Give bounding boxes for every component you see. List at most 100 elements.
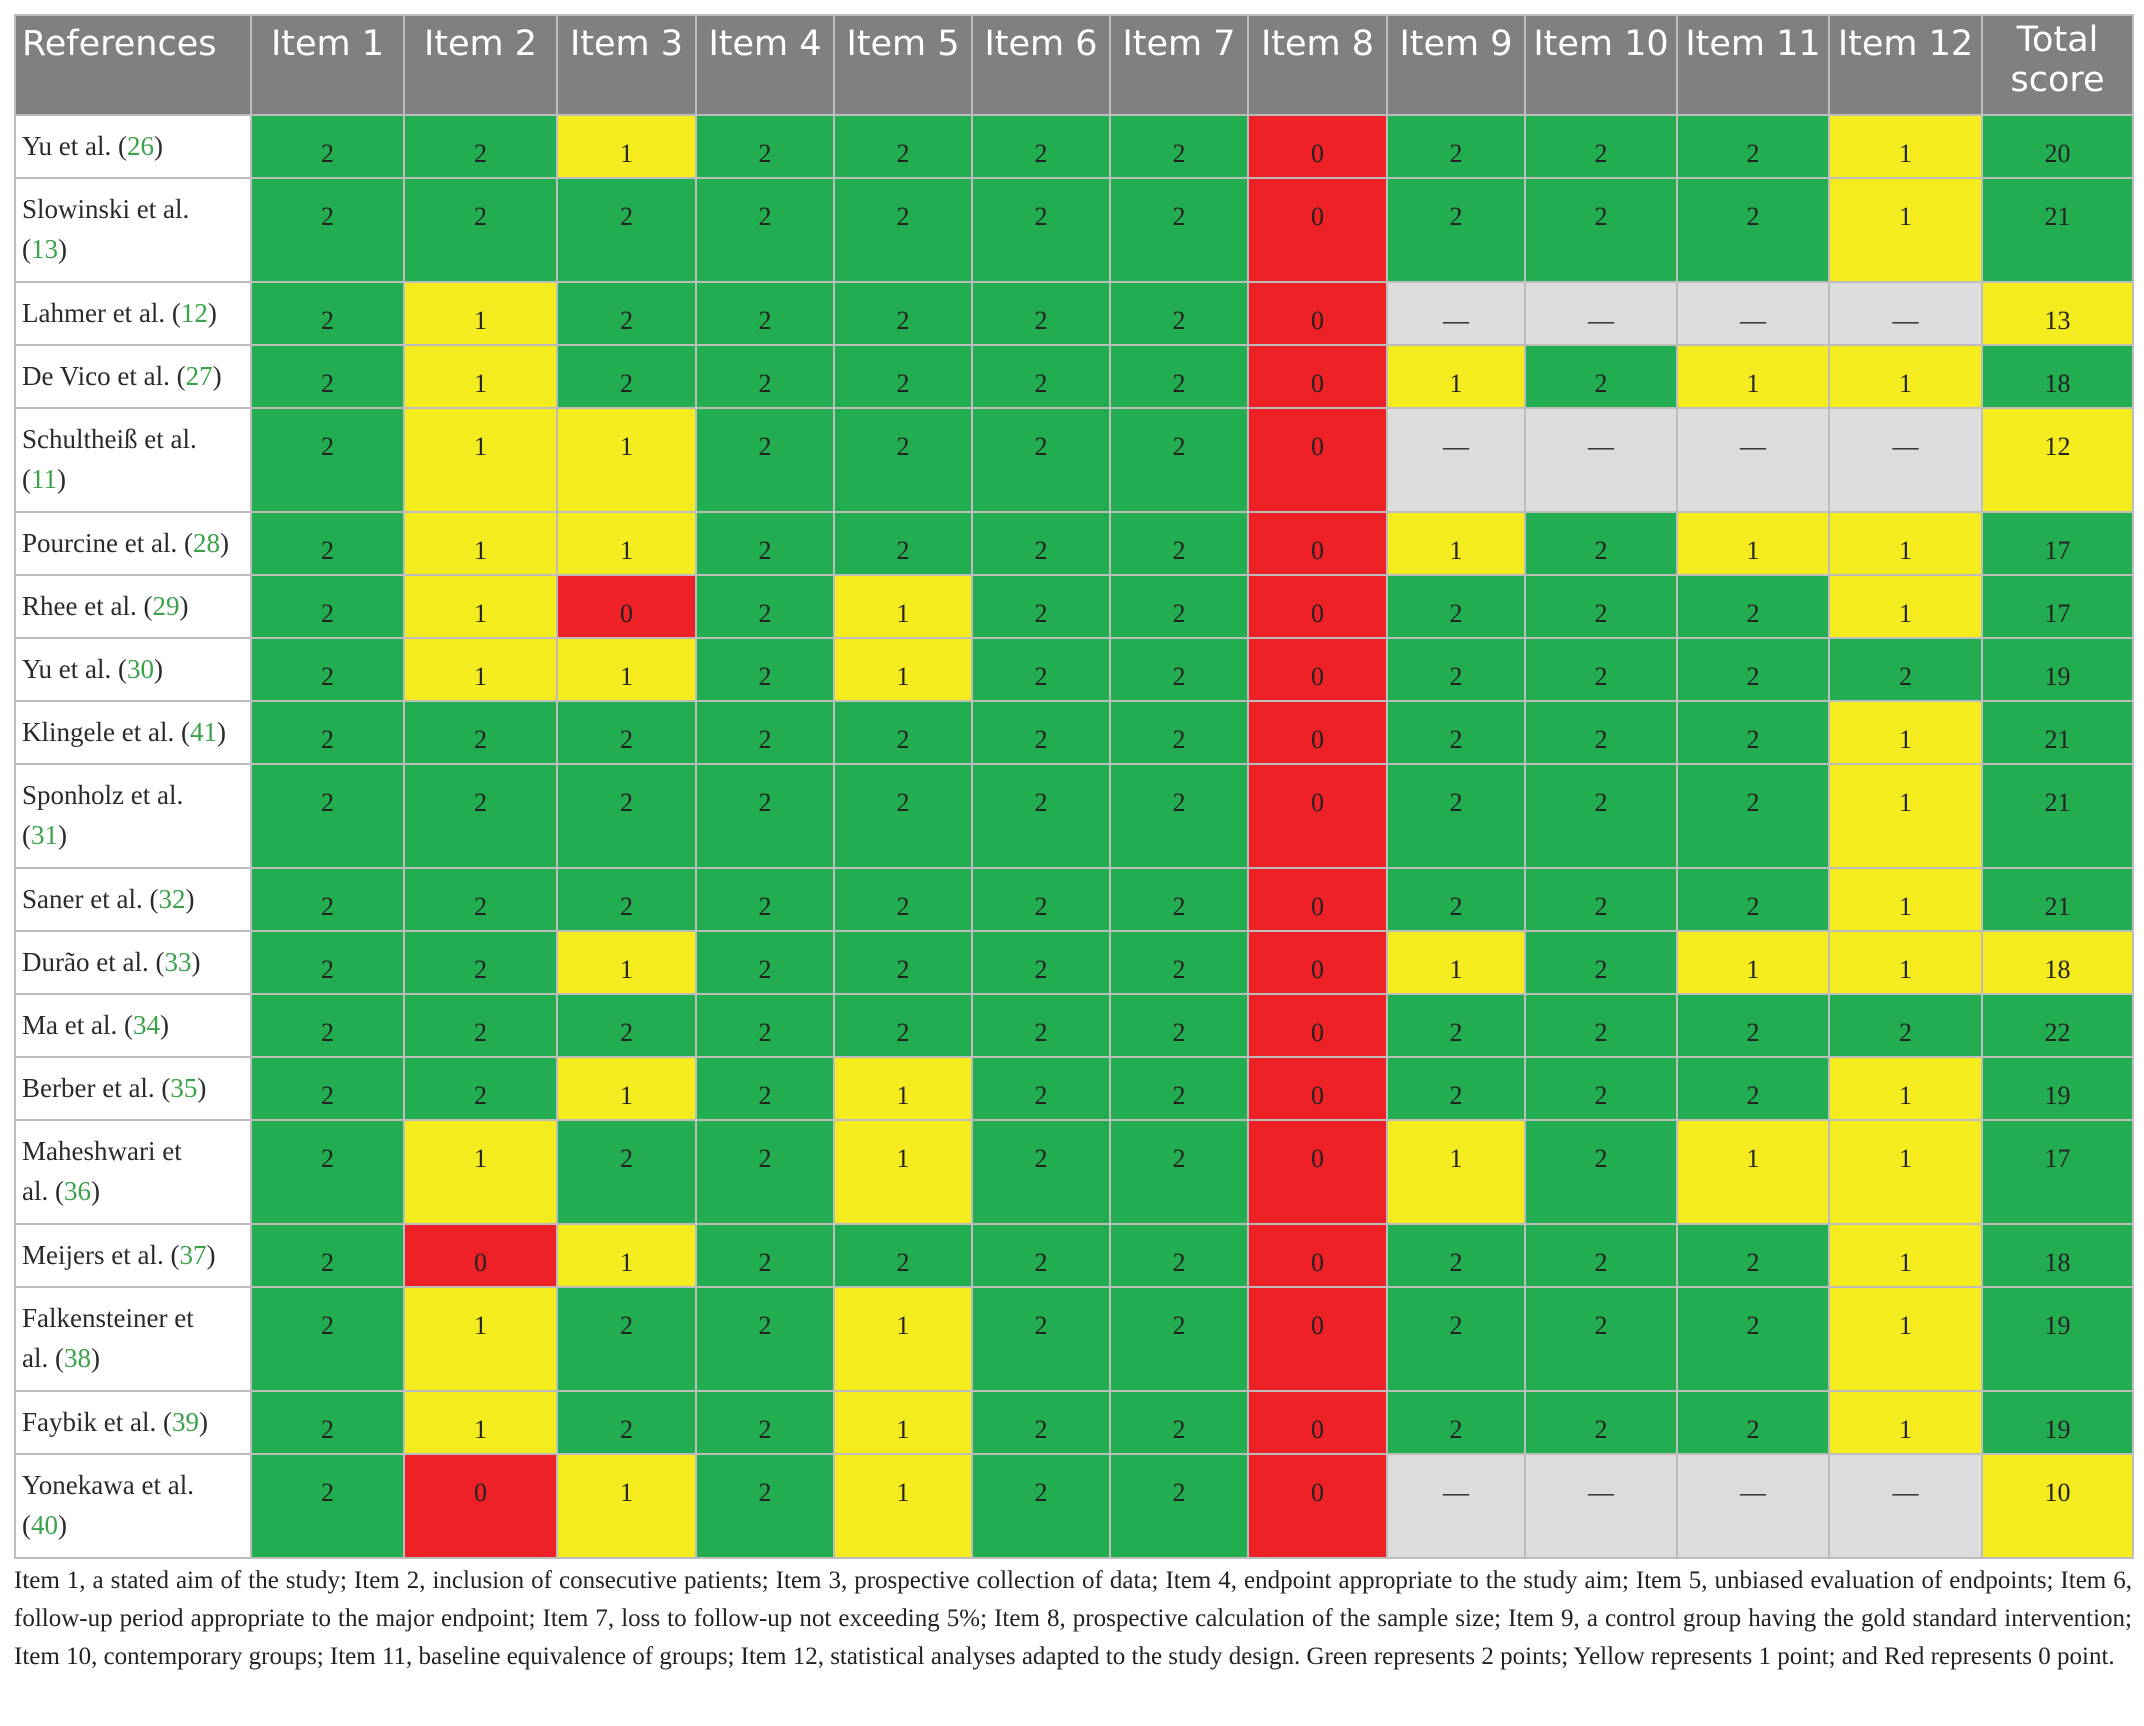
score-cell-item-7: 2 — [1109, 993, 1249, 1058]
citation-link[interactable]: 32 — [158, 884, 186, 914]
score-cell-item-8: 0 — [1247, 344, 1388, 409]
reference-text: Meijers et al. ( — [22, 1240, 180, 1270]
score-cell-item-9: 2 — [1386, 1223, 1526, 1288]
citation-link[interactable]: 31 — [31, 820, 58, 850]
score-cell-item-12: 1 — [1828, 867, 1983, 932]
reference-close: ) — [159, 1010, 169, 1040]
score-cell-item-6: 2 — [971, 177, 1111, 283]
score-cell-item-5: 2 — [833, 177, 973, 283]
column-header-references: References — [14, 14, 252, 116]
score-cell-item-1: 2 — [250, 1056, 405, 1121]
citation-link[interactable]: 40 — [31, 1510, 58, 1540]
citation-link[interactable]: 12 — [180, 298, 208, 328]
total-score-cell: 22 — [1981, 993, 2134, 1058]
score-cell-item-4: 2 — [695, 700, 835, 765]
citation-link[interactable]: 29 — [152, 591, 180, 621]
score-cell-item-8: 0 — [1247, 1286, 1388, 1392]
table-row: Maheshwari et al. (36) 2 1 2 2 1 2 2 0 1 2 1 1 17 — [14, 1119, 2134, 1225]
citation-link[interactable]: 39 — [171, 1407, 199, 1437]
score-cell-item-3: 1 — [556, 930, 697, 995]
score-cell-item-2: 2 — [403, 763, 558, 869]
reference-close: ) — [90, 1176, 100, 1206]
score-cell-item-3: 1 — [556, 1056, 697, 1121]
score-cell-item-7: 2 — [1109, 114, 1249, 179]
score-cell-item-2: 2 — [403, 1056, 558, 1121]
score-cell-item-3: 2 — [556, 1286, 697, 1392]
score-cell-item-7: 2 — [1109, 867, 1249, 932]
citation-link[interactable]: 13 — [31, 234, 58, 264]
citation-link[interactable]: 11 — [31, 464, 57, 494]
citation-link[interactable]: 26 — [126, 131, 154, 161]
citation-link[interactable]: 37 — [179, 1240, 207, 1270]
reference-cell: De Vico et al. (27) — [14, 344, 252, 409]
score-cell-item-1: 2 — [250, 700, 405, 765]
column-header-item-8: Item 8 — [1247, 14, 1388, 116]
score-cell-item-7: 2 — [1109, 637, 1249, 702]
citation-link[interactable]: 28 — [192, 528, 220, 558]
score-cell-item-1: 2 — [250, 1390, 405, 1455]
score-cell-item-12: 1 — [1828, 1286, 1983, 1392]
score-cell-item-3: 1 — [556, 114, 697, 179]
reference-text: Pourcine et al. ( — [22, 528, 193, 558]
score-cell-item-2: 2 — [403, 177, 558, 283]
score-cell-item-11: 1 — [1676, 1119, 1830, 1225]
score-cell-item-2: 1 — [403, 344, 558, 409]
total-score-cell: 18 — [1981, 1223, 2134, 1288]
score-cell-item-12: 2 — [1828, 637, 1983, 702]
score-cell-item-10: 2 — [1524, 763, 1678, 869]
citation-link[interactable]: 35 — [170, 1073, 198, 1103]
score-cell-item-5: 2 — [833, 867, 973, 932]
reference-cell: Rhee et al. (29) — [14, 574, 252, 639]
column-header-item-7: Item 7 — [1109, 14, 1249, 116]
reference-cell: Meijers et al. (37) — [14, 1223, 252, 1288]
score-cell-item-12: 1 — [1828, 930, 1983, 995]
reference-text: Durão et al. ( — [22, 947, 165, 977]
score-cell-item-2: 2 — [403, 867, 558, 932]
score-cell-item-4: 2 — [695, 1223, 835, 1288]
score-cell-item-7: 2 — [1109, 281, 1249, 346]
score-cell-item-5: 1 — [833, 637, 973, 702]
citation-link[interactable]: 34 — [132, 1010, 160, 1040]
reference-text: Faybik et al. ( — [22, 1407, 172, 1437]
score-cell-item-7: 2 — [1109, 930, 1249, 995]
score-cell-item-6: 2 — [971, 281, 1111, 346]
score-cell-item-11: 2 — [1676, 700, 1830, 765]
score-cell-item-2: 1 — [403, 407, 558, 513]
score-cell-item-10: 2 — [1524, 177, 1678, 283]
reference-text: Yu et al. ( — [22, 654, 127, 684]
score-cell-item-11: 2 — [1676, 637, 1830, 702]
citation-link[interactable]: 36 — [63, 1176, 91, 1206]
reference-close: ) — [57, 464, 66, 494]
score-cell-item-11: — — [1676, 1453, 1830, 1559]
total-score-cell: 17 — [1981, 574, 2134, 639]
score-cell-item-9: 2 — [1386, 574, 1526, 639]
score-cell-item-10: — — [1524, 281, 1678, 346]
score-cell-item-7: 2 — [1109, 1056, 1249, 1121]
reference-cell: Falkensteiner et al. (38) — [14, 1286, 252, 1392]
table-header: References Item 1 Item 2 Item 3 Item 4 Item 5… — [14, 14, 2134, 116]
column-header-item-3: Item 3 — [556, 14, 697, 116]
score-cell-item-9: 2 — [1386, 177, 1526, 283]
citation-link[interactable]: 33 — [164, 947, 192, 977]
score-cell-item-2: 1 — [403, 281, 558, 346]
column-header-item-9: Item 9 — [1386, 14, 1526, 116]
score-cell-item-3: 2 — [556, 700, 697, 765]
score-cell-item-2: 1 — [403, 637, 558, 702]
table-row: Lahmer et al. (12) 2 1 2 2 2 2 2 0— — — —13 — [14, 281, 2134, 346]
reference-cell: Yu et al. (30) — [14, 637, 252, 702]
citation-link[interactable]: 38 — [63, 1343, 91, 1373]
score-cell-item-1: 2 — [250, 930, 405, 995]
citation-link[interactable]: 41 — [189, 717, 217, 747]
score-cell-item-10: 2 — [1524, 114, 1678, 179]
score-cell-item-4: 2 — [695, 1390, 835, 1455]
reference-cell: Schultheiß et al. (11) — [14, 407, 252, 513]
score-cell-item-1: 2 — [250, 344, 405, 409]
score-cell-item-1: 2 — [250, 637, 405, 702]
score-cell-item-10: 2 — [1524, 511, 1678, 576]
reference-text: Berber et al. ( — [22, 1073, 171, 1103]
citation-link[interactable]: 27 — [185, 361, 213, 391]
reference-close: ) — [197, 1073, 207, 1103]
score-cell-item-4: 2 — [695, 407, 835, 513]
citation-link[interactable]: 30 — [126, 654, 154, 684]
score-cell-item-11: 2 — [1676, 574, 1830, 639]
